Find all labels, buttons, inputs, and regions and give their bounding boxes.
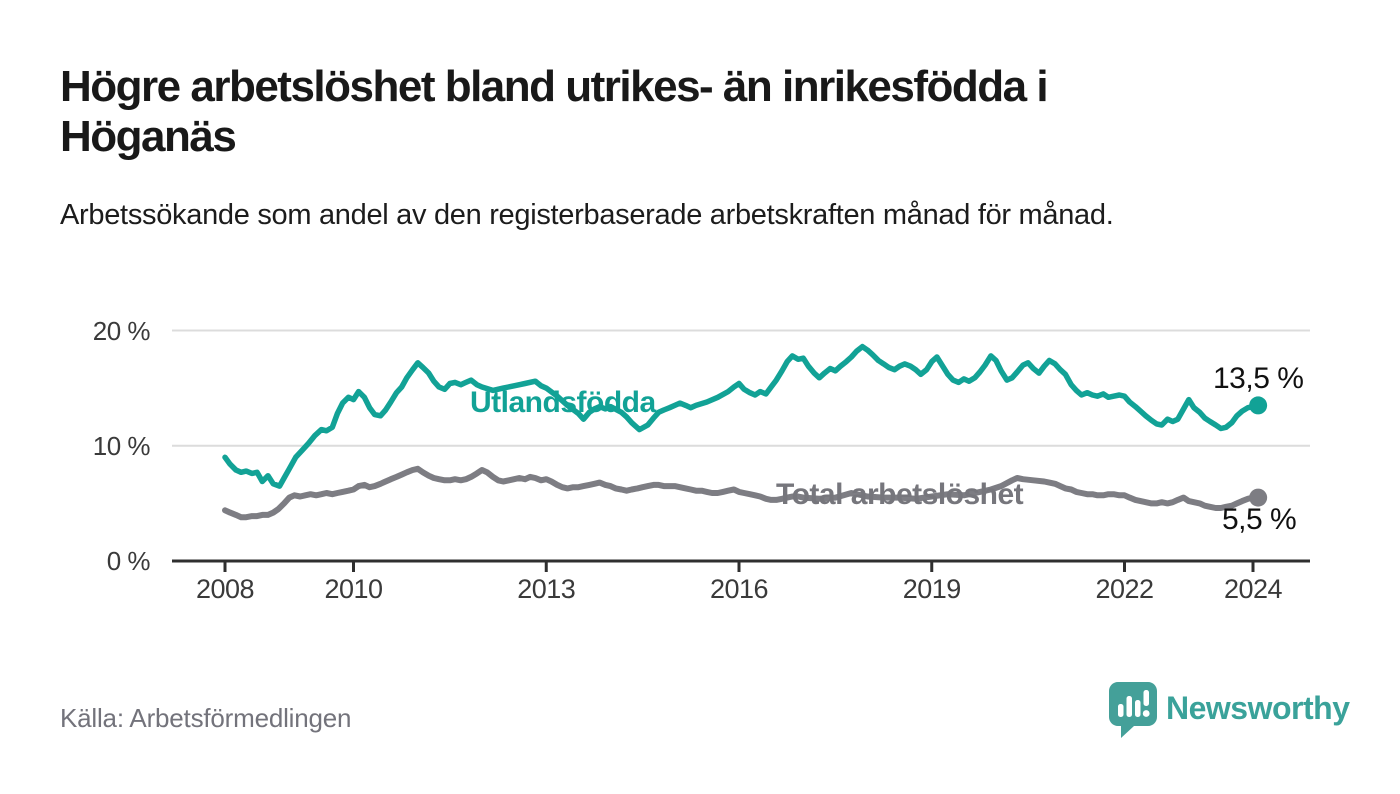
y-tick-label: 20 % xyxy=(92,315,151,346)
x-tick-label: 2013 xyxy=(517,574,576,604)
x-tick-label: 2016 xyxy=(709,574,769,604)
newsworthy-logo-icon xyxy=(1109,682,1157,738)
series-line-utlandsfodda xyxy=(222,343,1261,489)
end-value-label-utlandsfodda: 13,5 % xyxy=(1213,362,1304,395)
newsworthy-logo-text: Newsworthy xyxy=(1166,690,1350,726)
series-label-utlandsfodda: Utlandsfödda xyxy=(470,386,656,419)
y-tick-label: 0 % xyxy=(106,546,151,576)
title-line-1: Högre arbetslöshet bland utrikes- än inr… xyxy=(60,62,1049,111)
series-label-total-arbetsloshet: Total arbetslöshet xyxy=(776,478,1024,511)
x-tick-label: 2024 xyxy=(1223,574,1283,604)
end-value-label-total: 5,5 % xyxy=(1222,503,1297,536)
title-line-2: Höganäs xyxy=(60,112,237,161)
source-note: Källa: Arbetsförmedlingen xyxy=(60,703,352,733)
newsworthy-logo: Newsworthy xyxy=(1108,681,1350,739)
y-tick-label: 10 % xyxy=(92,430,151,461)
page-title: Högre arbetslöshet bland utrikes- än inr… xyxy=(60,62,1049,162)
x-tick-label: 2019 xyxy=(902,574,962,604)
series-end-dot-total xyxy=(1249,488,1268,507)
x-tick-label: 2010 xyxy=(324,574,383,604)
series-end-dot-utlandsfodda xyxy=(1249,396,1268,415)
chart-subtitle: Arbetssökande som andel av den registerb… xyxy=(60,199,1114,231)
series-line-total xyxy=(222,465,1262,521)
x-tick-label: 2022 xyxy=(1095,574,1154,604)
x-tick-label: 2008 xyxy=(195,574,255,604)
